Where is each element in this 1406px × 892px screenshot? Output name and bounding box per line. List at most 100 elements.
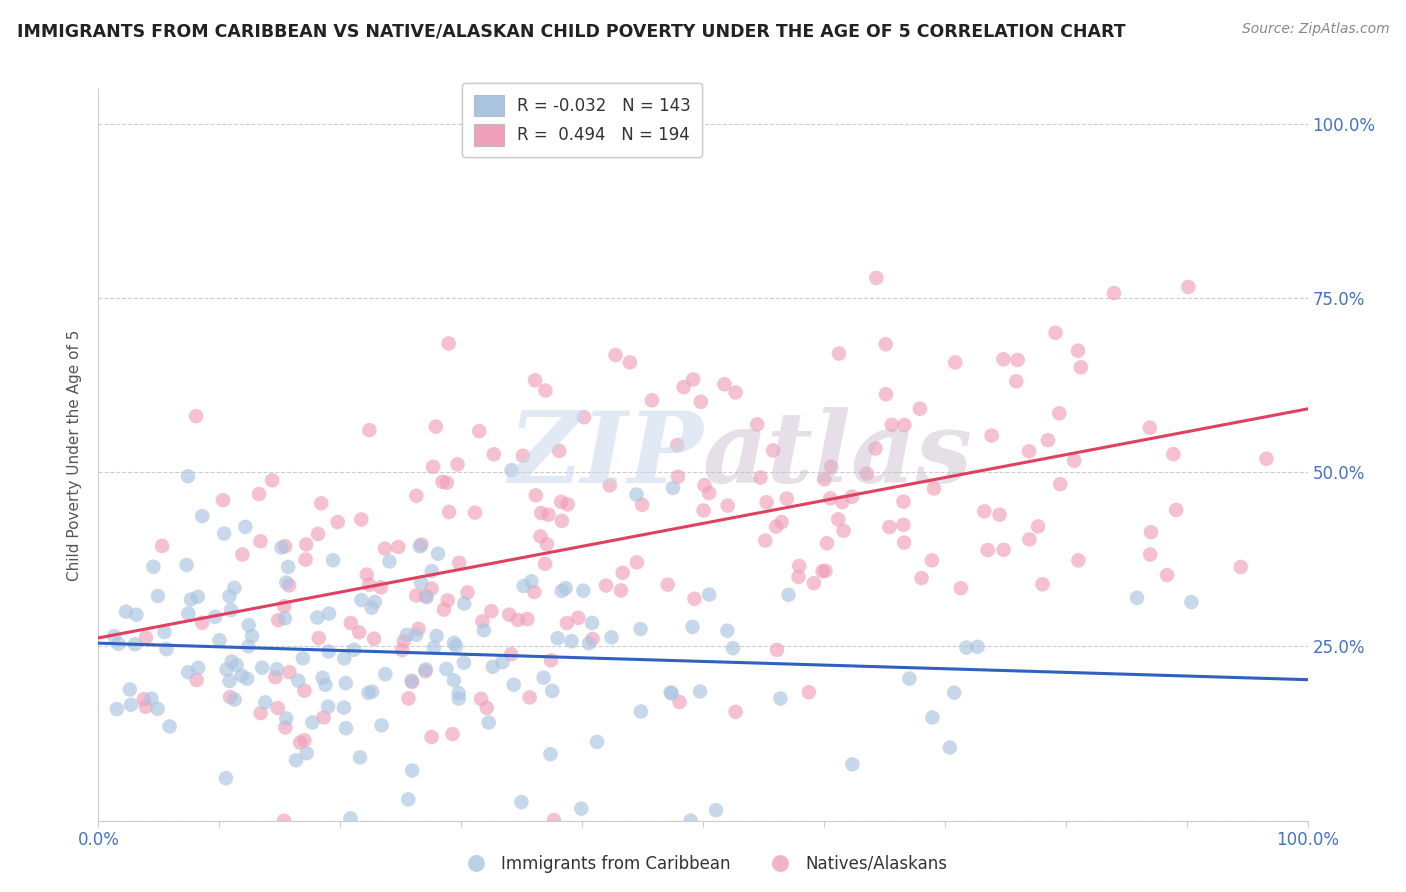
Point [619, 355, 641, 369]
Point [547, 632, 569, 646]
Point [135, 631, 157, 645]
Point [146, 702, 169, 716]
Point [212, 526, 235, 541]
Text: Source: ZipAtlas.com: Source: ZipAtlas.com [1241, 22, 1389, 37]
Point [318, 607, 340, 621]
Point [457, 585, 479, 599]
Point [378, 554, 401, 568]
Point [747, 417, 769, 432]
Point [605, 348, 627, 362]
Point [1049, 477, 1071, 491]
Point [249, 706, 271, 720]
Point [453, 656, 475, 670]
Point [274, 539, 297, 553]
Point [191, 615, 214, 630]
Point [769, 691, 792, 706]
Point [543, 813, 565, 827]
Point [540, 653, 562, 667]
Point [311, 496, 333, 510]
Point [875, 337, 897, 351]
Point [1067, 343, 1090, 358]
Point [520, 574, 543, 589]
Point [1045, 326, 1067, 340]
Point [530, 506, 553, 520]
Point [716, 624, 738, 638]
Point [578, 636, 600, 650]
Point [755, 495, 778, 509]
Point [155, 642, 177, 657]
Point [717, 499, 740, 513]
Point [107, 637, 129, 651]
Point [921, 710, 943, 724]
Point [307, 527, 329, 541]
Point [657, 577, 679, 591]
Point [420, 582, 443, 596]
Point [572, 583, 595, 598]
Point [105, 702, 128, 716]
Point [401, 764, 423, 778]
Point [124, 637, 146, 651]
Point [267, 701, 290, 715]
Point [537, 508, 560, 522]
Point [762, 443, 785, 458]
Point [1163, 447, 1185, 461]
Point [423, 640, 446, 655]
Point [471, 615, 494, 629]
Point [879, 520, 901, 534]
Point [446, 458, 468, 472]
Point [441, 727, 464, 741]
Point [631, 498, 654, 512]
Y-axis label: Child Poverty Under the Age of 5: Child Poverty Under the Age of 5 [67, 329, 83, 581]
Point [814, 564, 837, 578]
Point [478, 715, 501, 730]
Point [364, 595, 387, 609]
Point [208, 633, 231, 648]
Point [233, 520, 256, 534]
Point [1018, 533, 1040, 547]
Point [273, 599, 295, 614]
Point [436, 593, 458, 607]
Point [939, 740, 962, 755]
Point [374, 541, 396, 556]
Point [314, 678, 336, 692]
Point [224, 692, 246, 706]
Point [288, 736, 311, 750]
Point [572, 410, 595, 425]
Point [335, 676, 357, 690]
Point [311, 671, 333, 685]
Point [778, 588, 800, 602]
Point [672, 380, 695, 394]
Point [1070, 360, 1092, 375]
Point [427, 547, 450, 561]
Point [370, 581, 392, 595]
Point [880, 417, 903, 432]
Point [285, 753, 308, 767]
Point [420, 730, 443, 744]
Point [501, 463, 523, 477]
Point [264, 670, 287, 684]
Point [103, 629, 125, 643]
Point [855, 467, 877, 481]
Point [212, 493, 235, 508]
Point [357, 577, 380, 591]
Point [949, 581, 972, 595]
Point [472, 624, 495, 638]
Point [447, 686, 470, 700]
Point [350, 593, 373, 607]
Point [176, 558, 198, 572]
Point [908, 401, 931, 416]
Point [405, 489, 427, 503]
Point [374, 667, 396, 681]
Point [820, 459, 842, 474]
Point [153, 624, 176, 639]
Point [787, 570, 810, 584]
Point [1067, 553, 1090, 567]
Point [516, 612, 538, 626]
Point [893, 535, 915, 549]
Point [270, 541, 292, 555]
Point [356, 567, 378, 582]
Point [240, 629, 263, 643]
Point [482, 447, 505, 461]
Point [595, 578, 617, 592]
Point [569, 802, 592, 816]
